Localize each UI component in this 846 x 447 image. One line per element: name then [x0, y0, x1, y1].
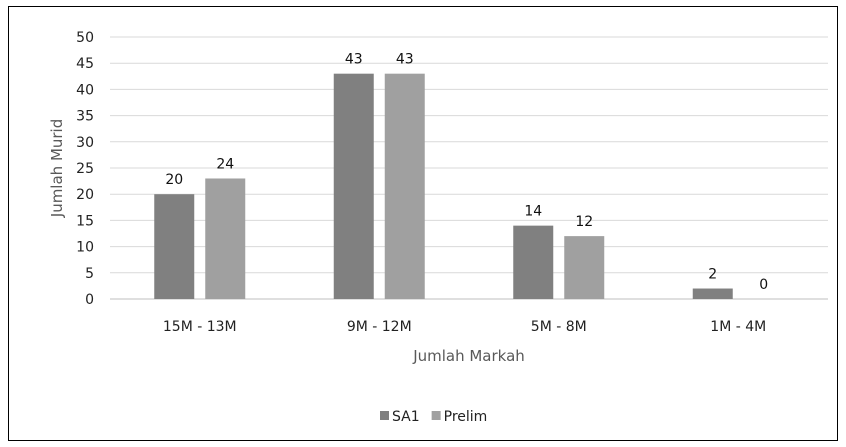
bar-prelim: [564, 236, 604, 299]
data-label: 20: [165, 172, 183, 188]
x-tick-label: 9M - 12M: [347, 319, 412, 335]
x-tick-label: 5M - 8M: [531, 319, 587, 335]
y-tick-label: 30: [76, 135, 94, 151]
y-tick-label: 50: [76, 30, 94, 46]
data-label: 24: [216, 156, 234, 172]
data-label: 14: [524, 204, 542, 220]
data-label: 12: [575, 214, 593, 230]
y-tick-label: 15: [76, 213, 94, 229]
bar-sa1: [154, 194, 194, 299]
y-tick-label: 5: [85, 266, 94, 282]
data-label: 43: [396, 52, 414, 68]
y-tick-label: 20: [76, 187, 94, 203]
legend-label: SA1: [392, 409, 420, 425]
y-tick-label: 35: [76, 109, 94, 125]
data-label: 2: [708, 267, 717, 283]
y-tick-label: 45: [76, 56, 94, 72]
bar-sa1: [334, 74, 374, 299]
x-tick-label: 15M - 13M: [163, 319, 237, 335]
y-axis-title: Jumlah Murid: [48, 119, 66, 218]
y-tick-label: 25: [76, 161, 94, 177]
bar-sa1: [693, 289, 733, 299]
legend-label: Prelim: [444, 409, 488, 425]
legend-swatch-prelim: [432, 411, 441, 420]
x-axis-title: Jumlah Markah: [412, 347, 525, 365]
legend-swatch-sa1: [380, 411, 389, 420]
bar-sa1: [513, 226, 553, 299]
x-tick-label: 1M - 4M: [710, 319, 766, 335]
data-label: 0: [759, 277, 768, 293]
data-label: 43: [345, 52, 363, 68]
bar-prelim: [205, 178, 245, 299]
bar-prelim: [385, 74, 425, 299]
y-tick-label: 0: [85, 292, 94, 308]
y-tick-label: 40: [76, 82, 94, 98]
y-tick-label: 10: [76, 240, 94, 256]
